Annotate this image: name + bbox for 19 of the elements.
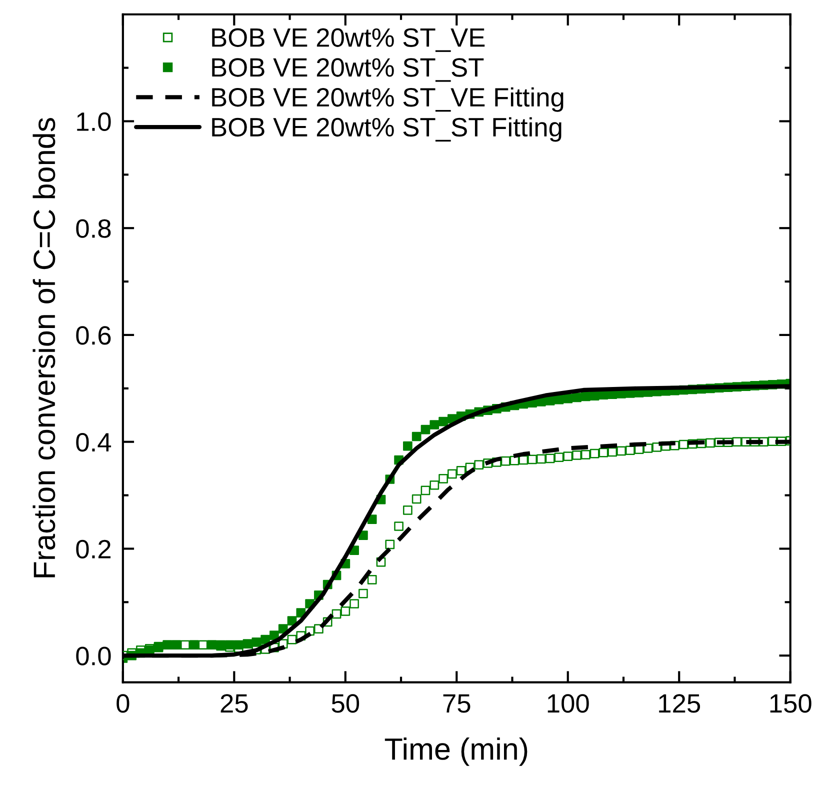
x-tick-label: 0 <box>116 694 130 713</box>
x-axis-title: Time (min) <box>384 737 528 766</box>
x-tick-label: 150 <box>770 694 812 713</box>
legend-label: BOB VE 20wt% ST_VE Fitting <box>212 87 564 112</box>
y-axis-title: Fraction conversion of C=C bonds <box>32 118 56 578</box>
legend-label: BOB VE 20wt% ST_VE <box>212 28 485 52</box>
y-tick-label: 0.2 <box>76 540 110 559</box>
y-tick-label: 0.0 <box>76 646 111 666</box>
y-tick-label: 0.4 <box>76 432 112 452</box>
y-tick-label: 1.0 <box>77 112 111 132</box>
y-tick-label: 0.8 <box>76 219 111 238</box>
legend-label: BOB VE 20wt% ST_ST Fitting <box>212 117 562 142</box>
x-tick-label: 25 <box>220 694 248 713</box>
x-tick-label: 125 <box>659 694 700 713</box>
y-tick-label: 0.6 <box>76 326 111 345</box>
x-tick-label: 100 <box>548 694 589 713</box>
x-tick-label: 75 <box>443 694 470 713</box>
x-tick-label: 50 <box>332 694 360 713</box>
legend-label: BOB VE 20wt% ST_ST <box>212 58 484 82</box>
